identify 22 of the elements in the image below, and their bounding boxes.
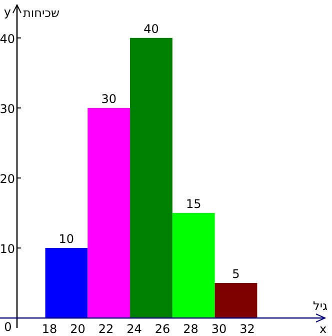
- x-tick-label: 20: [70, 322, 86, 336]
- x-axis-title: גיל: [313, 299, 328, 313]
- text: y: [4, 5, 11, 19]
- x-tick-label: 24: [126, 322, 142, 336]
- text: x: [319, 322, 327, 336]
- data-label: 5: [232, 266, 240, 281]
- y-tick-label: 20: [0, 172, 15, 186]
- y-tick-label: 0: [4, 320, 12, 334]
- y-tick-label: 30: [0, 102, 15, 116]
- x-tick-label: 18: [42, 322, 58, 336]
- y-axis-title: שכיחות: [23, 6, 60, 20]
- data-label: 30: [101, 92, 116, 106]
- x-tick-label: 30: [211, 322, 227, 336]
- x-tick-label: 32: [240, 322, 255, 336]
- x-tick-label: 22: [98, 322, 114, 336]
- data-label: 10: [58, 232, 74, 246]
- x-tick-label: 26: [154, 322, 170, 336]
- y-tick-label: 10: [0, 242, 15, 256]
- x-tick-label: 28: [183, 322, 198, 336]
- y-tick-label: 40: [0, 32, 15, 46]
- data-label: 15: [186, 196, 202, 211]
- data-label: 40: [144, 22, 159, 36]
